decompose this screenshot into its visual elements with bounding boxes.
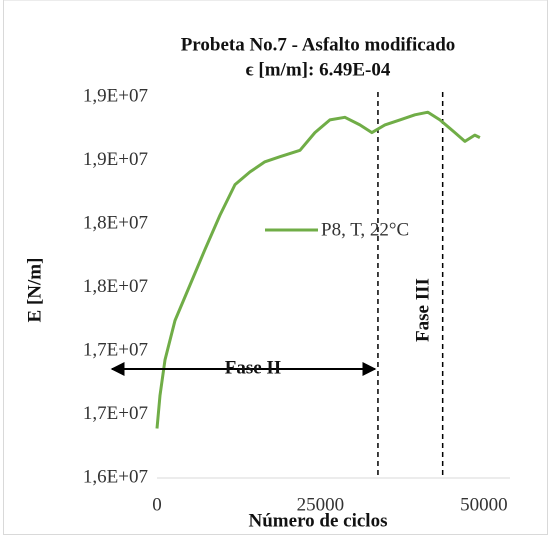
annotation: Fase III bbox=[412, 278, 433, 342]
y-tick-label: 1,9E+07 bbox=[83, 149, 148, 170]
y-tick-label: 1,8E+07 bbox=[83, 276, 148, 297]
y-tick-label: 1,8E+07 bbox=[83, 212, 148, 233]
chart-title: Probeta No.7 - Asfalto modificado bbox=[181, 34, 456, 55]
chart-subtitle: ϵ [m/m]: 6.49E-04 bbox=[246, 59, 391, 80]
y-axis-title: E [N/m] bbox=[24, 258, 45, 323]
x-tick-label: 50000 bbox=[460, 494, 508, 515]
x-tick-label: 0 bbox=[152, 494, 162, 515]
y-tick-label: 1,6E+07 bbox=[83, 466, 148, 487]
legend-label: P8, T, 22°C bbox=[321, 219, 409, 240]
chart-border bbox=[3, 0, 548, 535]
y-tick-label: 1,7E+07 bbox=[83, 339, 148, 360]
y-tick-label: 1,7E+07 bbox=[83, 403, 148, 424]
data-line bbox=[155, 110, 481, 429]
annotation: Fase II bbox=[225, 357, 281, 378]
x-tick-label: 25000 bbox=[297, 494, 345, 515]
y-tick-label: 1,9E+07 bbox=[83, 85, 148, 106]
x-axis-title: Número de ciclos bbox=[249, 510, 388, 531]
